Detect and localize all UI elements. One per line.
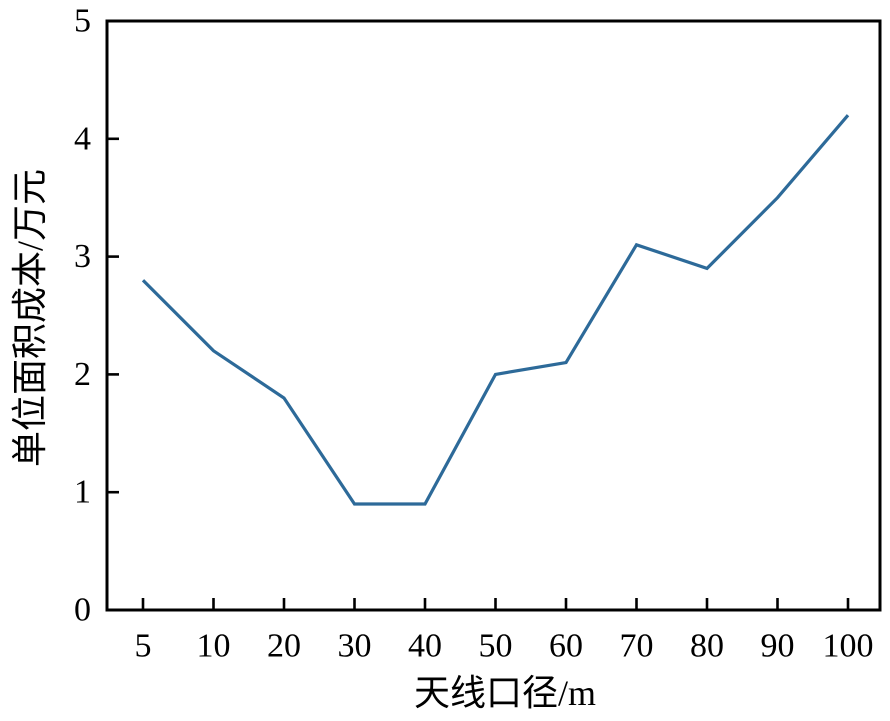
x-tick-label: 100 <box>823 628 874 665</box>
y-tick-label: 2 <box>74 356 91 393</box>
x-tick-label: 70 <box>620 628 654 665</box>
y-tick-label: 0 <box>74 592 91 629</box>
x-tick-label: 50 <box>479 628 513 665</box>
y-tick-label: 5 <box>74 3 91 40</box>
x-tick-label: 5 <box>135 628 152 665</box>
y-tick-label: 1 <box>74 474 91 511</box>
plot-area: 5 10 20 30 40 50 60 70 80 90 100 0 1 2 3 4 5 <box>74 3 882 665</box>
y-axis-label: 单位面积成本/万元 <box>10 169 50 467</box>
data-line <box>141 114 850 506</box>
x-tick-label: 30 <box>338 628 372 665</box>
x-tick-label: 80 <box>690 628 724 665</box>
x-axis-label: 天线口径/m <box>414 673 596 713</box>
y-tick-label: 3 <box>74 238 91 275</box>
x-tick-label: 40 <box>408 628 442 665</box>
y-tick-label: 4 <box>74 120 91 157</box>
x-tick-label: 10 <box>197 628 231 665</box>
x-tick-label: 90 <box>761 628 795 665</box>
x-tick-label: 20 <box>267 628 301 665</box>
x-tick-label: 60 <box>549 628 583 665</box>
plot-border <box>105 19 882 612</box>
